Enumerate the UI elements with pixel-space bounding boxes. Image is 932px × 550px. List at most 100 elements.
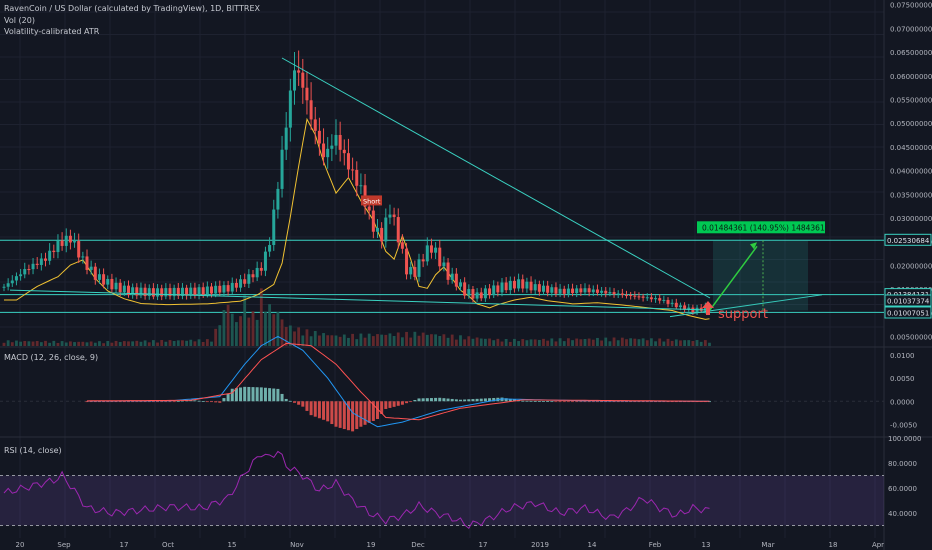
volume-bar: [309, 336, 313, 346]
time-tick-label: Dec: [411, 541, 425, 549]
macd-histogram-bar: [463, 399, 467, 402]
candle-body: [189, 287, 193, 296]
macd-histogram-bar: [131, 401, 135, 403]
time-tick-label: Apr: [872, 541, 884, 549]
macd-histogram-bar: [620, 401, 624, 403]
macd-histogram-bar: [475, 398, 479, 402]
candle-body: [371, 210, 375, 232]
volume-bar: [342, 334, 346, 346]
macd-histogram-bar: [525, 400, 529, 402]
candle-body: [649, 297, 653, 300]
macd-histogram-bar: [338, 401, 342, 428]
volume-bar: [52, 340, 56, 346]
macd-histogram-bar: [434, 397, 438, 402]
macd-histogram-bar: [268, 388, 272, 402]
macd-histogram-bar: [106, 401, 110, 403]
volume-bar: [214, 328, 218, 346]
candle-body: [612, 292, 616, 295]
candle-body: [60, 240, 64, 246]
macd-histogram-bar: [135, 401, 139, 403]
candle-body: [39, 258, 43, 265]
macd-histogram-bar: [512, 399, 516, 402]
candle-body: [616, 293, 620, 295]
volume-bar: [691, 341, 695, 346]
time-tick-label: 14: [588, 541, 597, 549]
candle-body: [338, 134, 342, 150]
volume-bar: [276, 312, 280, 346]
time-tick-label: 15: [228, 541, 237, 549]
macd-histogram-bar: [276, 388, 280, 402]
volume-bar: [35, 341, 39, 346]
candle-body: [64, 235, 68, 246]
candle-body: [156, 288, 160, 297]
macd-histogram-bar: [587, 401, 591, 403]
candle-body: [579, 288, 583, 293]
macd-histogram-bar: [359, 401, 363, 427]
candle-body: [160, 288, 164, 297]
target-label-box: [697, 221, 825, 234]
volume-bar: [616, 340, 620, 346]
target-label-text: 0.01484361 (140.95%) 1484361: [702, 223, 825, 232]
volume-bar: [326, 335, 330, 346]
volume-bar: [176, 340, 180, 346]
price-tick-label: 0.04500000: [890, 144, 932, 152]
macd-histogram-bar: [537, 401, 541, 402]
candle-body: [425, 245, 429, 262]
price-tick-label: 0.05500000: [890, 97, 932, 105]
time-tick-label: 19: [367, 541, 376, 549]
price-tick-label: 0.07500000: [890, 2, 932, 10]
candle-body: [176, 287, 180, 296]
candle-body: [168, 288, 172, 297]
macd-histogram-bar: [239, 387, 243, 402]
volume-bar: [558, 338, 562, 346]
candle-body: [6, 283, 10, 287]
macd-histogram-bar: [670, 401, 674, 403]
macd-histogram-bar: [114, 401, 118, 403]
macd-histogram-bar: [284, 398, 288, 402]
candle-body: [666, 299, 670, 304]
volume-bar: [562, 341, 566, 346]
descending-trendline: [281, 57, 711, 299]
volume-bar: [446, 337, 450, 346]
volume-bar: [604, 337, 608, 346]
volume-bar: [235, 322, 238, 346]
candle-body: [475, 292, 479, 299]
volume-bar: [102, 343, 105, 346]
volume-bar: [359, 333, 363, 346]
volume-bar: [305, 329, 309, 346]
macd-histogram-bar: [637, 401, 641, 403]
price-tick-label: 0.06000000: [890, 73, 932, 81]
volume-bar: [633, 338, 637, 346]
candle-body: [479, 292, 483, 299]
macd-histogram-bar: [205, 401, 209, 403]
candle-body: [93, 266, 97, 280]
candle-body: [309, 100, 313, 120]
candle-body: [334, 134, 338, 146]
macd-tick-label: 0.0050: [890, 375, 915, 383]
volume-bar: [430, 334, 433, 346]
volume-bar: [434, 334, 437, 346]
volume-bar: [567, 338, 570, 346]
time-tick-label: 18: [829, 541, 838, 549]
candle-body: [85, 256, 89, 270]
volume-bar: [139, 341, 143, 346]
candle-body: [620, 293, 624, 295]
macd-histogram-bar: [218, 401, 222, 403]
macd-histogram-bar: [176, 400, 180, 402]
macd-histogram-bar: [243, 386, 247, 402]
macd-histogram-bar: [247, 386, 251, 402]
volume-bar: [625, 339, 628, 346]
volume-bar: [454, 339, 458, 346]
volume-bar: [620, 337, 624, 346]
macd-histogram-bar: [180, 400, 184, 402]
volume-bar: [23, 340, 27, 346]
volume-bar: [571, 340, 574, 346]
volume-bar: [19, 341, 22, 346]
candle-body: [239, 279, 243, 288]
macd-histogram-bar: [160, 401, 164, 403]
candle-body: [417, 259, 421, 277]
candle-body: [243, 279, 247, 284]
candle-body: [595, 289, 599, 293]
price-level-tag-text: 0.01037374: [887, 298, 930, 306]
